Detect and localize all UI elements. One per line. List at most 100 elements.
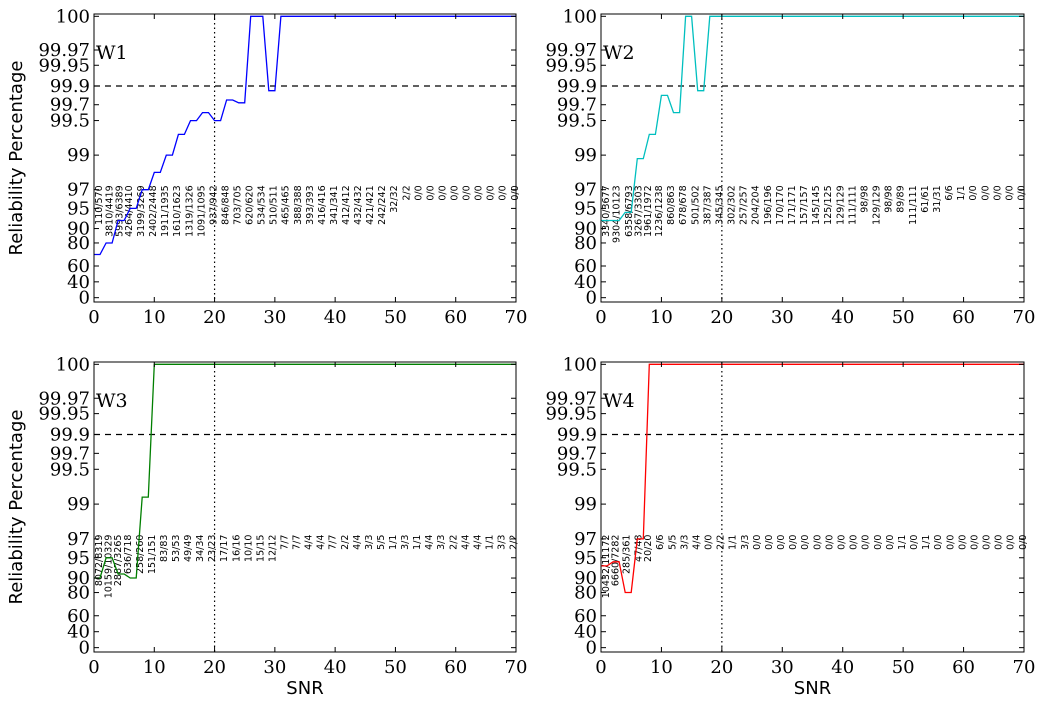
count-label: 3810/4419 [105,185,116,237]
y-tick-label: 99.5 [557,459,597,480]
count-label: 3/3 [436,535,447,550]
x-tick-label: 30 [263,307,286,328]
y-tick-label: 60 [574,606,597,627]
count-label: 534/534 [257,185,268,224]
count-label: 53/53 [171,535,182,562]
x-tick-label: 40 [831,657,854,678]
count-label: 387/387 [702,185,713,224]
count-label: 31/31 [932,185,943,212]
x-tick-label: 0 [88,307,99,328]
count-label: 171/171 [787,185,798,224]
count-label: 0/0 [788,535,799,550]
x-tick-label: 70 [505,657,528,678]
y-tick-label: 60 [574,256,597,277]
y-tick-label: 99.9 [50,425,90,446]
y-tick-label: 40 [67,272,90,293]
y-tick-label: 40 [574,272,597,293]
y-tick-label: 99.5 [50,111,90,132]
x-tick-label: 40 [324,307,347,328]
count-label: 2/2 [340,535,351,550]
count-label: 703/705 [232,185,243,224]
count-label: 3267/3303 [633,185,644,237]
count-label: 3/3 [400,535,411,550]
count-label: 0/0 [980,185,991,200]
x-axis-label: SNR [794,678,831,699]
y-tick-label: 99 [574,494,597,515]
count-label: 23/23 [207,535,218,562]
count-label: 0/0 [474,185,485,200]
count-label: 6/6 [944,185,955,200]
count-label: 2/2 [509,535,520,550]
count-label: 0/0 [450,185,461,200]
count-label: 432/432 [353,185,364,224]
count-label: 98/98 [884,185,895,212]
count-label: 4/4 [472,535,483,550]
count-label: 0/0 [764,535,775,550]
count-label: 7/7 [328,535,339,550]
x-tick-label: 60 [952,307,975,328]
x-tick-label: 30 [771,307,794,328]
plot-frame [600,13,1025,303]
x-axis-label: SNR [286,678,323,699]
count-label: 0/0 [968,185,979,200]
count-label: 0/0 [704,535,715,550]
y-tick-label: 99 [67,494,90,515]
y-tick-label: 0 [586,638,597,659]
count-label: 3340/3677 [601,185,612,237]
plot-frame [93,361,517,653]
count-label: 6660/7282 [611,535,622,587]
count-label: 10/10 [243,535,254,562]
count-label: 0/0 [510,185,521,200]
y-tick-label: 60 [67,606,90,627]
count-label: 0/0 [425,185,436,200]
y-tick-label: 99.95 [545,55,597,76]
count-label: 1/1 [897,535,908,550]
y-axis-label: Reliability Percentage [6,410,27,605]
count-label: 636/718 [123,535,134,574]
count-label: 10159/10329 [103,535,114,599]
y-tick-label: 100 [563,354,597,375]
reliability-series-line [94,363,516,579]
x-tick-label: 10 [650,657,673,678]
count-label: 0/0 [498,185,509,200]
count-label: 345/345 [714,185,725,224]
x-tick-label: 10 [143,657,166,678]
count-label: 0/0 [994,535,1005,550]
count-label: 285/361 [621,535,632,574]
count-label: 0/0 [462,185,473,200]
y-tick-label: 95 [67,198,90,219]
count-label: 3199/3269 [136,185,147,237]
y-tick-label: 99.7 [557,443,597,464]
count-label: 0/0 [969,535,980,550]
count-label: 0/0 [752,535,763,550]
count-label: 157/157 [799,185,810,224]
count-label: 3/3 [364,535,375,550]
count-label: 0/0 [861,535,872,550]
y-tick-label: 97 [67,180,90,201]
count-label: 4/4 [424,535,435,550]
y-tick-label: 95 [574,198,597,219]
count-label: 125/125 [823,185,834,224]
y-tick-label: 99.95 [38,404,90,425]
count-label: 341/341 [329,185,340,224]
y-tick-label: 0 [79,638,90,659]
panel-label: W2 [603,42,635,64]
count-label: 1/1 [921,535,932,550]
count-label: 2/2 [716,535,727,550]
count-label: 16/16 [231,535,242,562]
count-label: 0/0 [413,185,424,200]
y-tick-label: 60 [67,256,90,277]
count-label: 0/0 [1006,535,1017,550]
count-label: 0/0 [824,535,835,550]
x-tick-label: 30 [263,657,286,678]
x-tick-label: 50 [892,657,915,678]
y-tick-label: 99.5 [50,459,90,480]
x-tick-label: 40 [324,657,347,678]
y-tick-label: 0 [586,288,597,309]
y-tick-label: 97 [574,180,597,201]
x-tick-label: 0 [595,307,606,328]
y-tick-label: 100 [56,6,90,27]
